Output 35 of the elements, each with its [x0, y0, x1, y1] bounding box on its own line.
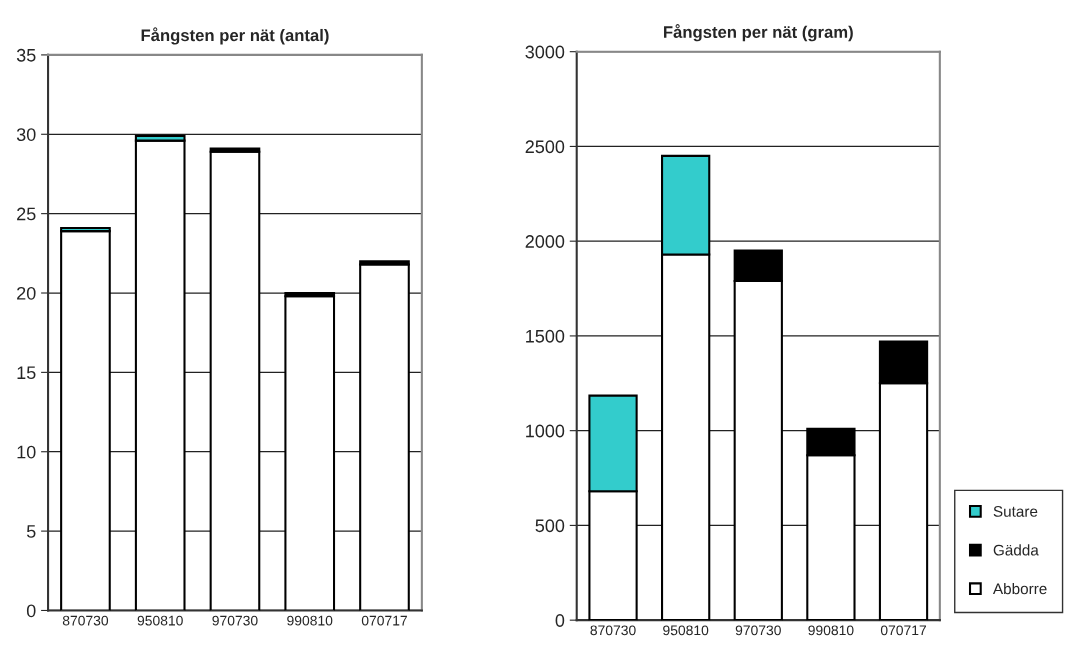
y-tick-label: 30 — [16, 128, 36, 141]
y-tick-label: 5 — [26, 525, 36, 538]
x-tick-label: 070717 — [361, 615, 407, 626]
bar — [359, 263, 410, 611]
y-tick-label: 15 — [17, 366, 36, 380]
y-tick-label: 500 — [535, 519, 565, 533]
legend-label: Abborre — [992, 583, 1047, 595]
bar — [284, 295, 336, 611]
x-tick-label: 990810 — [287, 615, 333, 626]
y-tick-label: 2000 — [525, 235, 565, 248]
x-tick-label: 870730 — [590, 625, 636, 636]
y-tick-label: 25 — [17, 207, 36, 221]
y-tick-label: 1000 — [526, 424, 565, 438]
y-tick-label: 10 — [17, 445, 36, 459]
y-tick-label: 0 — [26, 604, 36, 618]
bar — [209, 150, 261, 611]
y-tick-label: 1500 — [526, 329, 565, 343]
y-tick-label: 20 — [17, 286, 36, 300]
y-tick-label: 0 — [555, 614, 565, 627]
chart-title: Fångsten per nät (gram) — [664, 24, 853, 42]
y-tick-label: 35 — [16, 48, 36, 62]
x-tick-label: 950810 — [663, 625, 709, 636]
x-tick-label: 870730 — [62, 615, 109, 626]
x-tick-label: 950810 — [137, 615, 183, 626]
legend-label: Sutare — [993, 506, 1038, 517]
x-tick-label: 990810 — [808, 625, 854, 636]
x-tick-label: 070717 — [880, 625, 927, 636]
x-tick-label: 970730 — [212, 615, 258, 626]
chart-title: Fångsten per nät (antal) — [141, 27, 329, 45]
x-tick-label: 970730 — [735, 625, 781, 636]
y-tick-label: 3000 — [525, 45, 565, 59]
legend-label: Gädda — [993, 544, 1039, 556]
bar — [134, 139, 186, 611]
y-tick-label: 2500 — [525, 140, 565, 154]
bar — [60, 230, 111, 611]
